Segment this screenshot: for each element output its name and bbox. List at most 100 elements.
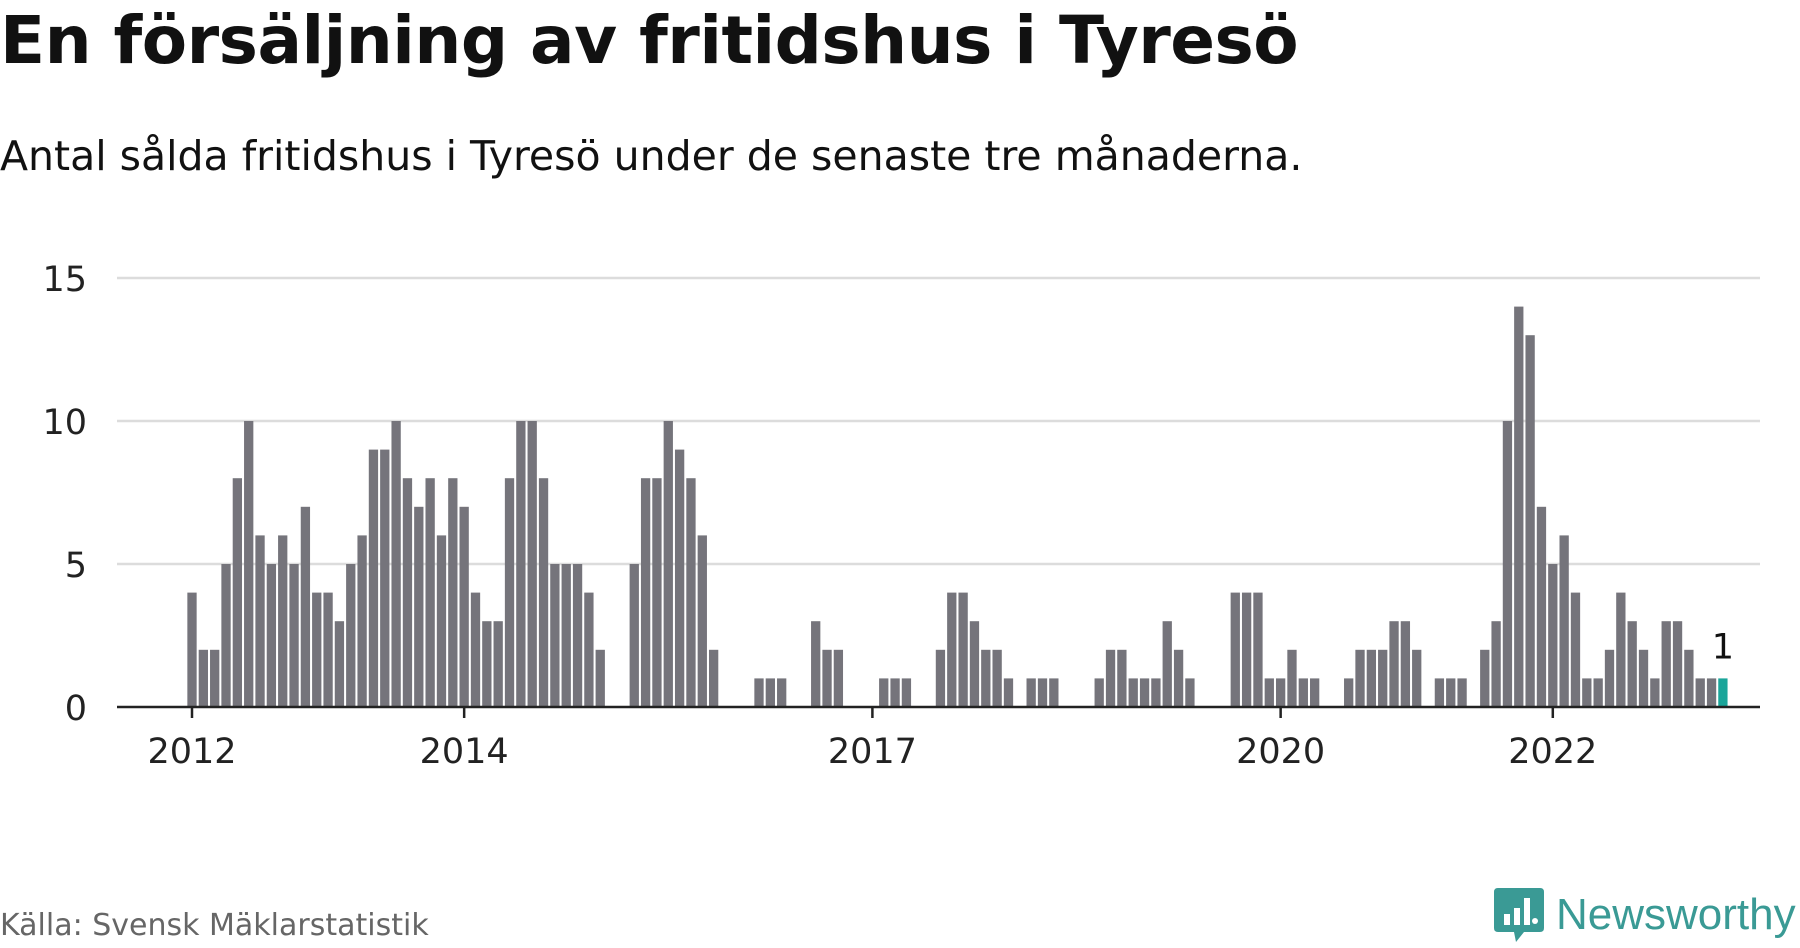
x-tick-label: 2014 <box>420 732 509 772</box>
bar <box>266 564 277 707</box>
chart-subtitle: Antal sålda fritidshus i Tyresö under de… <box>0 132 1303 180</box>
bar <box>1344 678 1354 707</box>
bar <box>1706 678 1717 707</box>
bar <box>1366 649 1377 707</box>
brand-logo: Newsworthy <box>1494 888 1796 942</box>
bar <box>640 478 651 707</box>
bar <box>1117 649 1127 707</box>
bar <box>1457 678 1467 707</box>
bar <box>674 449 685 707</box>
bar <box>1355 649 1365 707</box>
bar <box>550 564 560 707</box>
bar <box>663 421 673 707</box>
bar <box>1037 678 1048 707</box>
bar <box>765 678 775 707</box>
bar <box>1502 421 1513 707</box>
bar <box>935 649 946 707</box>
bar <box>1650 678 1660 707</box>
bar <box>1128 678 1138 707</box>
y-tick-label: 10 <box>42 403 87 443</box>
bar-highlight <box>1718 678 1728 707</box>
bar <box>1003 678 1014 707</box>
bar <box>1672 621 1683 707</box>
bar <box>504 478 515 707</box>
bar <box>346 564 356 707</box>
bar <box>278 535 288 707</box>
bar <box>1275 678 1286 707</box>
bar <box>1173 649 1184 707</box>
y-tick-label: 0 <box>65 689 87 729</box>
bar <box>1151 678 1161 707</box>
bar <box>1695 678 1705 707</box>
bar <box>879 678 889 707</box>
data-label: 1 <box>1712 627 1734 667</box>
bar <box>244 421 254 707</box>
bar <box>482 621 492 707</box>
bar <box>1480 649 1490 707</box>
bar <box>1559 535 1569 707</box>
bar <box>221 564 231 707</box>
bar <box>187 592 197 707</box>
bar <box>516 421 526 707</box>
bar <box>584 592 594 707</box>
bar <box>1412 649 1422 707</box>
bar <box>1684 649 1694 707</box>
bar <box>822 649 832 707</box>
bar <box>470 592 481 707</box>
bar <box>1162 621 1172 707</box>
bar <box>1627 621 1637 707</box>
bar <box>1185 678 1195 707</box>
bar <box>629 564 639 707</box>
bar <box>255 535 265 707</box>
bar <box>1230 592 1240 707</box>
bar <box>1026 678 1036 707</box>
bar <box>436 535 447 707</box>
y-tick-label: 15 <box>42 260 87 300</box>
bar <box>1434 678 1445 707</box>
bar <box>1389 621 1399 707</box>
bar <box>811 621 821 707</box>
x-tick-label: 2020 <box>1236 732 1325 772</box>
x-tick-label: 2012 <box>147 732 236 772</box>
bar <box>1378 649 1388 707</box>
bar <box>334 621 345 707</box>
bar <box>527 421 537 707</box>
x-tick-label: 2017 <box>828 732 917 772</box>
bar <box>538 478 549 707</box>
bar <box>448 478 458 707</box>
bar <box>1525 335 1535 707</box>
y-tick-label: 5 <box>65 546 87 586</box>
bar <box>708 649 719 707</box>
bar <box>1253 592 1263 707</box>
bar <box>572 564 583 707</box>
bar <box>493 621 503 707</box>
bar <box>1094 678 1104 707</box>
bar <box>323 592 333 707</box>
bar <box>958 592 968 707</box>
bar <box>391 421 401 707</box>
x-tick-label: 2022 <box>1508 732 1597 772</box>
bar <box>1105 649 1116 707</box>
source-note: Källa: Svensk Mäklarstatistik <box>0 908 429 943</box>
bar <box>1049 678 1059 707</box>
bar <box>981 649 991 707</box>
bar <box>777 678 787 707</box>
bar <box>686 478 696 707</box>
bar <box>901 678 912 707</box>
chart-title: En försäljning av fritidshus i Tyresö <box>0 2 1299 79</box>
bar <box>232 478 243 707</box>
bar <box>289 564 299 707</box>
bar <box>1514 306 1524 707</box>
bar <box>1400 621 1411 707</box>
bar <box>1604 649 1615 707</box>
bar <box>459 506 469 707</box>
bar <box>1638 649 1649 707</box>
bar <box>1491 621 1501 707</box>
bar <box>652 478 662 707</box>
bar <box>1616 592 1626 707</box>
bar <box>1570 592 1581 707</box>
bar <box>198 649 208 707</box>
bar <box>357 535 367 707</box>
bar <box>380 449 390 707</box>
bar <box>402 478 413 707</box>
